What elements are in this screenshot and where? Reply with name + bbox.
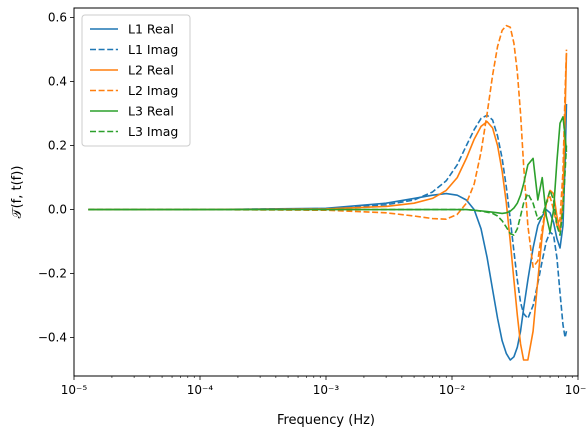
series-layer [88, 24, 568, 361]
legend-label: L1 Imag [128, 42, 178, 57]
legend: L1 Real L1 Imag L2 Real L2 Imag L3 Real L3 Im… [81, 14, 191, 147]
x-tick-label: 10⁻⁴ [187, 383, 214, 397]
y-tick-label: −0.2 [38, 267, 67, 281]
series-line-l3-imag [88, 145, 568, 236]
series-line-l2-real [88, 52, 568, 361]
y-tick-label: 0.6 [48, 11, 67, 25]
legend-label: L1 Real [128, 22, 174, 37]
x-tick-label: 10⁻² [439, 383, 466, 397]
legend-label: L2 Imag [128, 83, 178, 98]
y-tick-label: 0.2 [48, 139, 67, 153]
y-tick-label: −0.4 [38, 331, 67, 345]
series-line-l2-imag [88, 24, 568, 269]
y-tick-label: 0.4 [48, 75, 67, 89]
y-tick-label: 0.0 [48, 203, 67, 217]
x-axis-label: Frequency (Hz) [277, 413, 375, 428]
legend-label: L2 Real [128, 63, 174, 78]
x-axis: 10⁻⁵ 10⁻⁴ 10⁻³ 10⁻² 10⁻¹ [61, 376, 586, 397]
x-tick-label: 10⁻¹ [565, 383, 586, 397]
series-line-l1-imag [88, 114, 568, 339]
y-axis-label: 𝒯(f, t(f)) [10, 166, 25, 219]
legend-label: L3 Real [128, 104, 174, 119]
y-axis: −0.4 −0.2 0.0 0.2 0.4 0.6 [38, 11, 74, 345]
legend-label: L3 Imag [128, 124, 178, 139]
x-tick-label: 10⁻⁵ [61, 383, 88, 397]
legend-box [81, 14, 191, 147]
x-tick-label: 10⁻³ [313, 383, 340, 397]
